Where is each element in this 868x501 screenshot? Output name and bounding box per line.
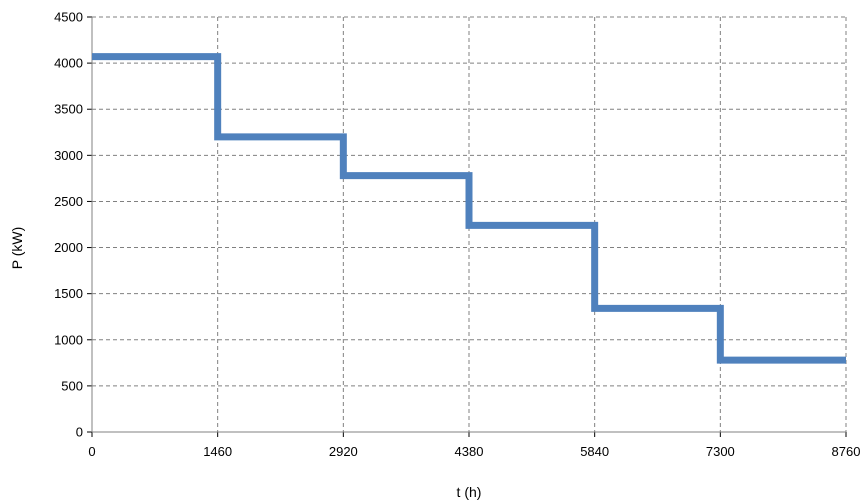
y-tick-label: 3000	[54, 148, 83, 163]
x-tick-label: 1460	[203, 444, 232, 459]
series-group	[92, 53, 846, 364]
tick-labels: 0 500 1000 1500 2000 2500 3000 3500 4000 4500 0 146…	[54, 10, 860, 460]
x-tick-label: 2920	[329, 444, 358, 459]
x-axis-title: t (h)	[457, 484, 482, 500]
x-tick-label: 4380	[455, 444, 484, 459]
y-tick-label: 4000	[54, 56, 83, 71]
y-tick-label: 500	[61, 378, 83, 393]
x-tick-label: 8760	[832, 444, 861, 459]
y-tick-label: 1500	[54, 286, 83, 301]
x-tick-label: 0	[88, 444, 95, 459]
y-tick-label: 3500	[54, 102, 83, 117]
y-tick-label: 2500	[54, 194, 83, 209]
x-tick-label: 5840	[580, 444, 609, 459]
y-axis-title: P (kW)	[9, 227, 25, 270]
y-tick-label: 0	[76, 425, 83, 440]
series-line	[92, 53, 846, 364]
y-tick-label: 2000	[54, 240, 83, 255]
x-tick-label: 7300	[706, 444, 735, 459]
y-tick-label: 4500	[54, 10, 83, 25]
y-tick-label: 1000	[54, 332, 83, 347]
